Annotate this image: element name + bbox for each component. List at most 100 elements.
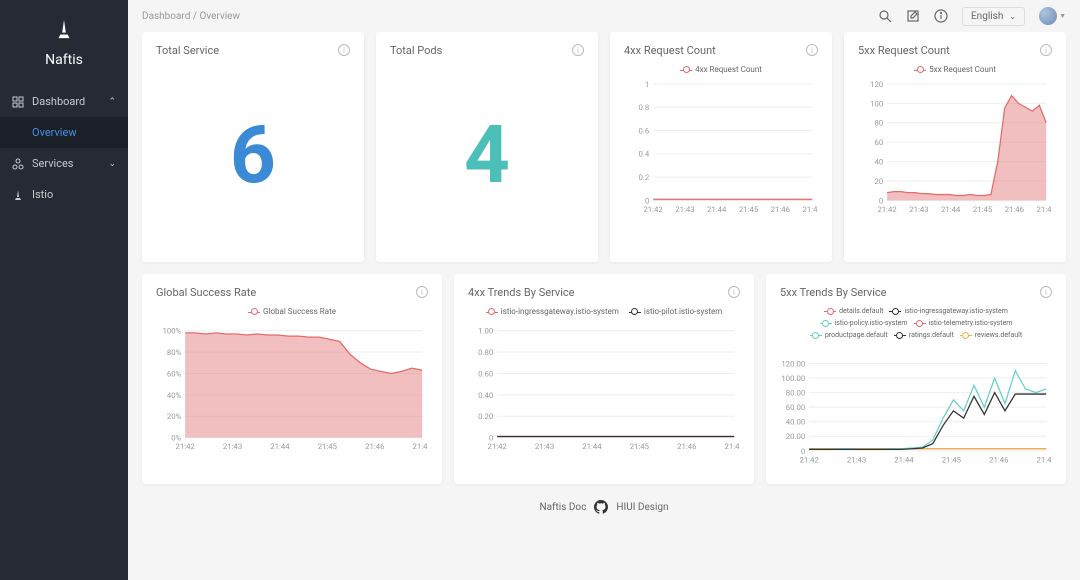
card-title: 5xx Request Count [858,44,1052,57]
svg-text:40: 40 [875,157,884,166]
sidebar: Naftis Dashboard ⌃ Overview Services ⌄ I… [0,0,128,580]
svg-text:0.20: 0.20 [478,412,493,421]
info-icon[interactable]: i [416,286,428,298]
svg-text:21:47: 21:47 [1036,456,1052,465]
svg-text:21:46: 21:46 [771,205,790,214]
sidebar-item-label: Dashboard [32,95,85,108]
chevron-down-icon: ⌄ [108,159,116,169]
svg-text:0: 0 [879,196,883,205]
card-title: Total Service [156,44,350,57]
chart-4xx-trends: 00.200.400.600.801.0021:4221:4321:4421:4… [468,320,740,460]
card-title: Global Success Rate [156,286,428,299]
svg-text:0.80: 0.80 [478,348,493,357]
svg-text:1: 1 [645,80,649,89]
svg-text:80%: 80% [167,348,182,357]
info-icon[interactable]: i [806,44,818,56]
chart-legend: istio-ingressgateway.istio-systemistio-p… [468,307,740,316]
svg-text:0.6: 0.6 [638,126,649,135]
edit-icon[interactable] [906,9,920,23]
svg-text:21:43: 21:43 [909,205,928,214]
svg-text:100%: 100% [162,327,181,336]
avatar[interactable] [1039,7,1057,25]
metric-value: 4 [390,65,584,245]
footer-design-link[interactable]: HIUI Design [616,502,668,513]
sidebar-item-dashboard[interactable]: Dashboard ⌃ [0,86,128,117]
svg-text:21:44: 21:44 [894,456,914,465]
chevron-down-icon: ⌄ [1009,12,1016,21]
logo [0,0,128,52]
svg-text:20.00: 20.00 [786,432,806,441]
svg-text:0: 0 [801,447,805,456]
sidebar-item-services[interactable]: Services ⌄ [0,148,128,179]
info-icon[interactable]: i [338,44,350,56]
chart-legend: 4xx Request Count [624,65,818,74]
svg-text:21:42: 21:42 [643,205,663,214]
topbar: Dashboard / Overview English ⌄ ▼ [128,0,1080,32]
svg-text:0.4: 0.4 [638,150,649,159]
svg-text:21:45: 21:45 [318,442,338,451]
svg-text:120.00: 120.00 [781,359,805,368]
svg-text:0.60: 0.60 [478,369,493,378]
chart-global-rate: 0%20%40%60%80%100%21:4221:4321:4421:4521… [156,320,428,460]
info-icon[interactable]: i [1040,286,1052,298]
svg-text:80: 80 [875,119,884,128]
svg-text:100: 100 [870,99,883,108]
svg-text:21:45: 21:45 [630,442,650,451]
svg-text:100.00: 100.00 [781,374,805,383]
svg-text:0.2: 0.2 [638,173,649,182]
github-icon[interactable] [594,500,608,514]
svg-text:21:45: 21:45 [942,456,962,465]
breadcrumb: Dashboard / Overview [142,11,878,22]
card-title: 5xx Trends By Service [780,286,1052,299]
card-title: Total Pods [390,44,584,57]
svg-text:20%: 20% [167,412,182,421]
svg-text:80.00: 80.00 [786,389,806,398]
chevron-up-icon: ⌃ [108,97,116,107]
info-icon[interactable]: i [572,44,584,56]
caret-down-icon[interactable]: ▼ [1059,12,1066,20]
chart-legend: Global Success Rate [156,307,428,316]
svg-text:21:44: 21:44 [582,442,602,451]
card-global-rate: Global Success Rate i Global Success Rat… [142,274,442,484]
svg-text:21:43: 21:43 [847,456,866,465]
svg-text:21:46: 21:46 [989,456,1008,465]
footer-doc-link[interactable]: Naftis Doc [539,502,586,513]
info-icon[interactable]: i [1040,44,1052,56]
sidebar-item-istio[interactable]: Istio [0,179,128,210]
card-5xx-count: 5xx Request Count i 5xx Request Count 0 2… [844,32,1066,262]
footer: Naftis Doc HIUI Design [142,494,1066,520]
svg-text:21:46: 21:46 [365,442,384,451]
svg-text:21:43: 21:43 [223,442,242,451]
svg-text:21:47: 21:47 [803,205,818,214]
istio-icon [12,189,24,201]
info-icon[interactable] [934,9,948,23]
svg-text:0.8: 0.8 [638,103,649,112]
svg-text:21:47: 21:47 [1037,205,1052,214]
chart-5xx: 02040608010012021:4221:4321:4421:4521:46… [858,78,1052,218]
svg-text:1.00: 1.00 [478,327,493,336]
chart-4xx: 00.20.40.60.8121:4221:4321:4421:4521:462… [624,78,818,218]
svg-text:0: 0 [489,434,493,443]
card-total-service: Total Service i 6 [142,32,364,262]
sidebar-item-label: Istio [32,188,53,201]
search-icon[interactable] [878,9,892,23]
svg-text:0%: 0% [171,434,181,443]
svg-text:40%: 40% [167,391,182,400]
svg-text:21:45: 21:45 [739,205,759,214]
svg-text:21:42: 21:42 [799,456,819,465]
dashboard-icon [12,96,24,108]
language-select[interactable]: English ⌄ [962,7,1025,26]
brand-name: Naftis [0,52,128,86]
chart-legend: 5xx Request Count [858,65,1052,74]
svg-text:21:42: 21:42 [175,442,195,451]
svg-text:120: 120 [870,80,883,89]
svg-text:60%: 60% [167,369,182,378]
svg-text:21:46: 21:46 [1005,205,1024,214]
info-icon[interactable]: i [728,286,740,298]
svg-text:60.00: 60.00 [786,403,806,412]
svg-text:21:43: 21:43 [675,205,694,214]
sidebar-item-overview[interactable]: Overview [0,117,128,148]
svg-text:21:44: 21:44 [941,205,961,214]
svg-text:21:47: 21:47 [412,442,428,451]
card-4xx-trends: 4xx Trends By Service i istio-ingressgat… [454,274,754,484]
